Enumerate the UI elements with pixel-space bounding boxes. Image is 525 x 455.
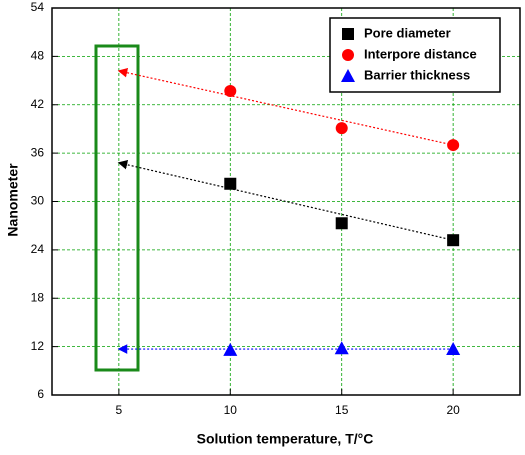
y-tick-label: 6 [37, 387, 44, 401]
point [224, 177, 237, 190]
point [447, 234, 460, 247]
x-axis-label: Solution temperature, T/°C [197, 431, 374, 447]
y-tick-label: 48 [31, 49, 45, 63]
legend-label: Barrier thickness [364, 67, 470, 82]
point [335, 217, 348, 230]
y-axis-label: Nanometer [5, 163, 21, 237]
y-tick-label: 12 [31, 339, 45, 353]
point [446, 342, 461, 356]
legend-marker [342, 49, 354, 61]
y-tick-label: 54 [31, 0, 45, 14]
point [334, 341, 349, 355]
trend-line [117, 160, 454, 241]
point [447, 139, 460, 152]
legend-label: Interpore distance [364, 46, 477, 61]
legend-marker [341, 69, 355, 82]
x-tick-label: 10 [224, 403, 238, 417]
legend-label: Pore diameter [364, 25, 451, 40]
y-tick-label: 36 [31, 145, 45, 159]
y-tick-label: 18 [31, 290, 45, 304]
legend-marker [342, 28, 354, 40]
legend-box [329, 17, 501, 93]
point [223, 342, 238, 356]
point [335, 122, 348, 135]
y-tick-label: 30 [31, 194, 45, 208]
x-tick-label: 5 [116, 403, 123, 417]
point [224, 85, 237, 98]
x-tick-label: 20 [446, 403, 460, 417]
y-tick-label: 42 [31, 97, 45, 111]
x-tick-label: 15 [335, 403, 349, 417]
y-tick-label: 24 [31, 242, 45, 256]
highlight-box [94, 44, 140, 372]
trend-line [117, 68, 454, 146]
